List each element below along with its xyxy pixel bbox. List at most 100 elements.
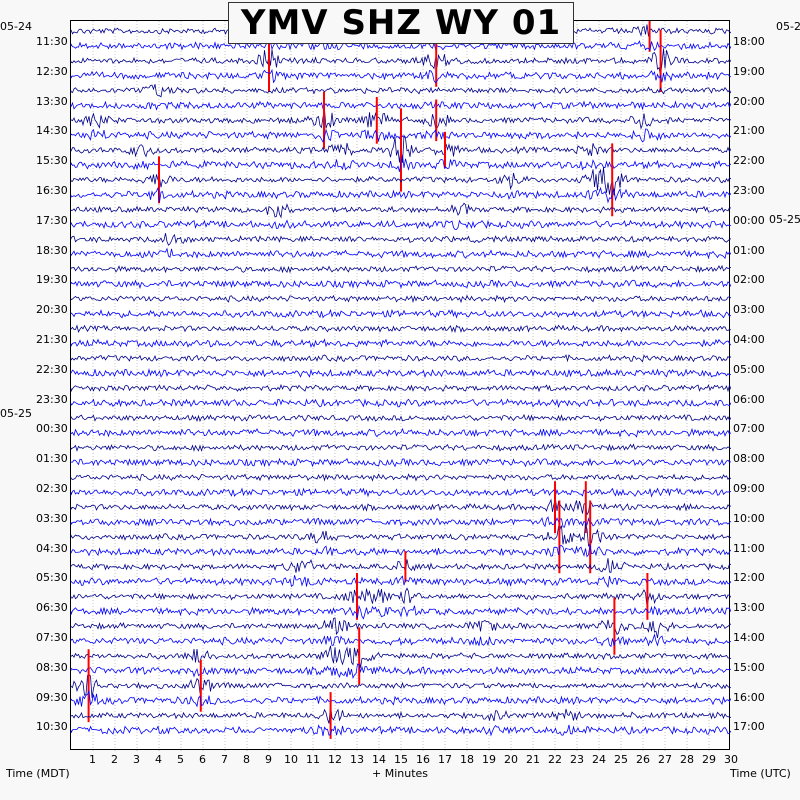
x-tick-label: 16 (416, 753, 430, 766)
trace-line (71, 167, 731, 196)
x-tick-label: 1 (89, 753, 96, 766)
trace-line (71, 617, 731, 638)
trace-line (71, 324, 731, 334)
left-time-label: 11:30 (36, 35, 68, 48)
left-time-label: 05:30 (36, 571, 68, 585)
date-label-right-next: 05-25 (769, 213, 800, 226)
x-tick-label: 25 (614, 753, 628, 766)
right-time-label: 00:00 (733, 213, 765, 227)
date-label-left-next: 05-25 (0, 407, 32, 420)
trace-line (71, 264, 731, 274)
x-tick-label: 14 (372, 753, 386, 766)
right-time-label: 07:00 (733, 422, 765, 436)
trace-line (71, 186, 731, 204)
right-time-label: 21:00 (733, 124, 765, 138)
right-time-label: 17:00 (733, 720, 765, 734)
x-tick-label: 27 (658, 753, 672, 766)
x-tick-label: 11 (306, 753, 320, 766)
right-time-label: 16:00 (733, 690, 765, 704)
right-time-label: 11:00 (733, 541, 765, 555)
trace-line (71, 473, 731, 482)
x-tick-label: 20 (504, 753, 518, 766)
right-time-label: 02:00 (733, 273, 765, 287)
trace-line (71, 663, 731, 680)
right-time-label: 08:00 (733, 452, 765, 466)
trace-line (71, 457, 731, 468)
x-tick-label: 23 (570, 753, 584, 766)
trace-line (71, 338, 731, 349)
x-tick-label: 21 (526, 753, 540, 766)
trace-line (71, 308, 731, 319)
right-time-label: 12:00 (733, 571, 765, 585)
right-time-label: 06:00 (733, 392, 765, 406)
left-time-label: 18:30 (36, 243, 68, 257)
x-tick-label: 8 (243, 753, 250, 766)
trace-line (71, 247, 731, 260)
x-tick-label: 26 (636, 753, 650, 766)
x-tick-label: 22 (548, 753, 562, 766)
trace-line (71, 704, 731, 724)
trace-line (71, 233, 731, 246)
left-time-label: 12:30 (36, 64, 68, 78)
right-time-label: 18:00 (733, 35, 765, 48)
date-label-left-start: 05-24 (0, 20, 32, 33)
x-tick-label: 19 (482, 753, 496, 766)
trace-line (71, 40, 731, 52)
left-time-label: 02:30 (36, 482, 68, 495)
x-tick-label: 24 (592, 753, 606, 766)
left-time-label: 19:30 (36, 273, 68, 287)
trace-line (71, 443, 731, 452)
trace-line (71, 575, 731, 589)
right-time-label: 14:00 (733, 631, 765, 644)
x-tick-label: 4 (155, 753, 162, 766)
right-time-label: 15:00 (733, 660, 765, 674)
left-time-label: 01:30 (36, 452, 68, 466)
left-time-label: 03:30 (36, 511, 68, 525)
right-time-label: 19:00 (733, 64, 765, 78)
left-time-label: 17:30 (36, 213, 68, 227)
helicorder-traces (71, 21, 731, 751)
right-time-label: 01:00 (733, 243, 765, 257)
right-time-label: 03:00 (733, 303, 765, 317)
left-time-label: 08:30 (36, 660, 68, 674)
trace-line (71, 398, 731, 409)
trace-line (71, 100, 731, 111)
trace-line (71, 84, 731, 98)
trace-line (71, 368, 731, 378)
helicorder-plot (70, 20, 731, 751)
x-tick-label: 5 (177, 753, 184, 766)
x-tick-label: 17 (438, 753, 452, 766)
x-tick-label: 9 (265, 753, 272, 766)
x-tick-label: 30 (724, 753, 738, 766)
left-time-label: 00:30 (36, 422, 68, 436)
x-tick-label: 2 (111, 753, 118, 766)
left-time-label: 15:30 (36, 154, 68, 168)
x-tick-label: 6 (199, 753, 206, 766)
trace-line (71, 202, 731, 219)
trace-line (71, 487, 731, 498)
x-tick-label: 7 (221, 753, 228, 766)
left-axis-label: Time (MDT) (6, 767, 70, 780)
trace-line (71, 558, 731, 573)
trace-line (71, 219, 731, 230)
right-time-label: 05:00 (733, 362, 765, 376)
trace-line (71, 645, 731, 668)
x-axis-label: + Minutes (372, 767, 429, 780)
x-tick-label: 10 (284, 753, 298, 766)
trace-line (71, 294, 731, 304)
trace-line (71, 587, 731, 607)
trace-line (71, 354, 731, 363)
trace-line (71, 523, 731, 547)
right-axis-label: Time (UTC) (730, 767, 791, 780)
left-time-label: 20:30 (36, 303, 68, 317)
left-time-label: 06:30 (36, 601, 68, 615)
left-time-label: 16:30 (36, 184, 68, 197)
right-time-label: 10:00 (733, 511, 765, 525)
chart-title: YMV SHZ WY 01 (228, 2, 574, 44)
x-tick-label: 15 (394, 753, 408, 766)
right-time-label: 22:00 (733, 154, 765, 168)
left-time-label: 21:30 (36, 333, 68, 346)
trace-line (71, 383, 731, 393)
trace-line (71, 516, 731, 528)
date-label-right-start: 05-24 (776, 20, 800, 33)
